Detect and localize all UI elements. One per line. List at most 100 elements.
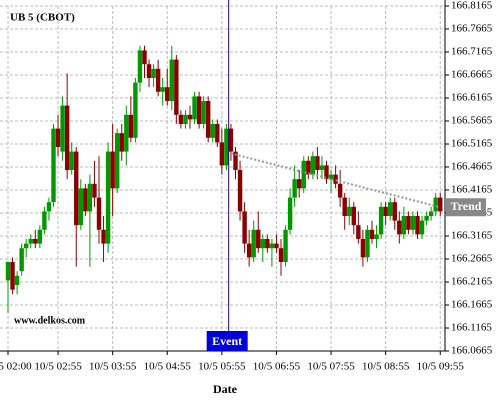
candle-body: [278, 248, 284, 262]
candle-body: [292, 179, 297, 198]
candle-body: [337, 183, 343, 198]
candle-body: [283, 229, 288, 262]
candle-body: [333, 174, 338, 184]
chart-title: UB 5 (CBOT): [10, 12, 75, 24]
candle-body: [124, 114, 129, 152]
candle-body: [192, 96, 197, 120]
candle-body: [324, 165, 329, 180]
candle-body: [96, 197, 102, 230]
candle-body: [119, 133, 124, 152]
y-tick-label: 166.2165: [451, 276, 493, 288]
y-tick-label: 166.5665: [451, 115, 493, 127]
event-box: [206, 331, 248, 351]
y-tick-label: 166.1665: [451, 299, 493, 311]
candle-body: [169, 59, 174, 101]
y-tick-label: 166.3165: [451, 230, 493, 242]
candle-body: [397, 220, 402, 235]
trend-line: [230, 152, 441, 209]
candle-body: [424, 215, 429, 221]
candle-body: [101, 229, 106, 244]
candle-body: [383, 206, 388, 216]
x-tick-label: 10/5 08:55: [362, 361, 410, 373]
x-tick-label: 10/5 09:55: [417, 361, 465, 373]
candle-body: [260, 238, 265, 249]
y-tick-label: 166.7165: [451, 46, 493, 58]
x-axis-label: Date: [213, 382, 238, 396]
candle-body: [319, 165, 325, 170]
x-tick-label: 10/5 04:55: [144, 361, 192, 373]
candle-body: [224, 128, 229, 166]
watermark: www.delkos.com: [14, 315, 86, 326]
candle-body: [78, 188, 83, 226]
candle-body: [438, 197, 443, 212]
candle-body: [33, 238, 38, 244]
candle-body: [55, 128, 61, 147]
candle-body: [60, 105, 65, 152]
trend-label: Trend: [451, 199, 482, 213]
candle-body: [24, 243, 29, 249]
candle-body: [310, 156, 316, 175]
candle-body: [237, 169, 243, 212]
candle-body: [42, 211, 47, 230]
candle-body: [51, 128, 56, 203]
y-tick-label: 166.8165: [451, 0, 493, 12]
candle-body: [137, 50, 143, 83]
x-tick-label: 10/5 02:00: [0, 361, 32, 373]
candle-body: [146, 64, 152, 78]
y-tick-label: 166.6665: [451, 69, 493, 81]
trend-box: [446, 198, 486, 217]
candle-body: [46, 202, 52, 212]
candle-body: [365, 229, 370, 258]
y-tick-label: 166.2665: [451, 253, 493, 265]
y-tick-label: 166.1165: [451, 322, 492, 334]
candle-body: [274, 243, 279, 249]
candle-body: [401, 215, 407, 235]
candle-body: [160, 87, 165, 92]
candle-body: [206, 100, 211, 138]
candle-body: [406, 215, 411, 230]
candle-body: [151, 68, 156, 78]
candle-body: [165, 87, 170, 101]
x-tick-label: 10/5 03:55: [89, 361, 137, 373]
candle-body: [155, 68, 161, 92]
candle-body: [14, 275, 20, 285]
candle-body: [210, 123, 215, 138]
candle-body: [219, 142, 225, 166]
candle-body: [196, 96, 202, 124]
candle-body: [64, 105, 70, 170]
candle-body: [428, 211, 434, 216]
candle-body: [328, 174, 334, 180]
candle-body: [246, 243, 252, 258]
candle-body: [183, 114, 188, 124]
candle-body: [133, 82, 138, 138]
x-tick-label: 10/5 07:55: [307, 361, 355, 373]
candle-body: [356, 225, 361, 239]
candle-body: [215, 123, 220, 143]
x-tick-label: 10/5 05:55: [198, 361, 246, 373]
x-tick-label: 10/5 06:55: [253, 361, 301, 373]
candle-body: [410, 215, 416, 230]
candle-body: [228, 128, 234, 152]
candle-body: [10, 261, 15, 290]
candle-body: [269, 243, 275, 249]
candle-body: [233, 151, 238, 170]
candle-body: [5, 261, 11, 281]
candle-body: [142, 50, 147, 65]
candle-body: [415, 215, 420, 235]
candle-body: [351, 206, 356, 226]
candle-body: [201, 100, 206, 124]
candle-body: [287, 197, 293, 230]
candle-body: [433, 197, 438, 212]
event-label: Event: [212, 334, 242, 348]
candle-body: [83, 188, 88, 212]
candle-body: [301, 160, 306, 189]
y-tick-label: 166.6165: [451, 92, 493, 104]
candle-body: [306, 160, 311, 175]
candle-body: [69, 151, 74, 170]
candle-body: [187, 114, 193, 120]
candle-body: [115, 133, 120, 189]
candle-body: [19, 248, 24, 272]
candle-body: [251, 229, 256, 258]
y-tick-label: 166.5165: [451, 138, 493, 150]
candle-body: [242, 211, 247, 244]
